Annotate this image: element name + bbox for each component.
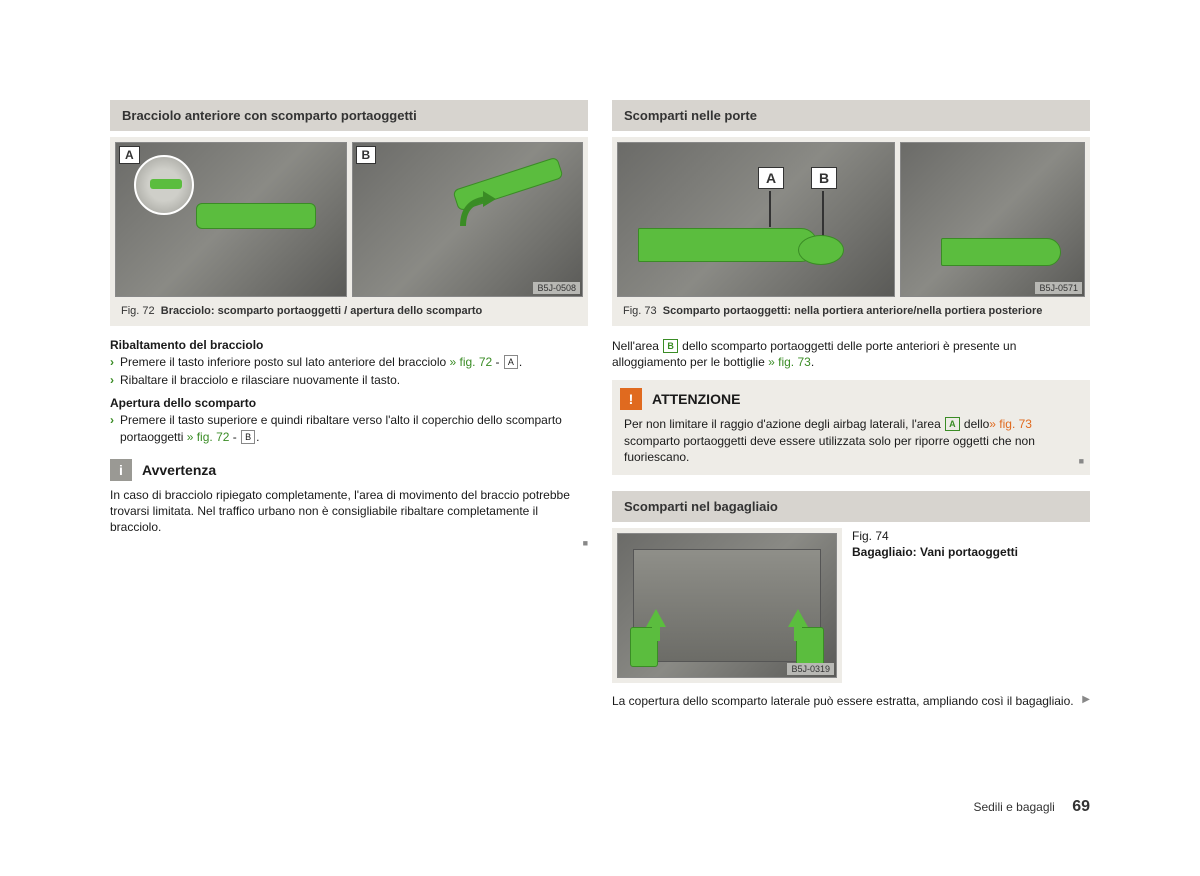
procedure1-step1-text: Premere il tasto inferiore posto sul lat… bbox=[120, 354, 522, 370]
section-title-trunk: Scomparti nel bagagliaio bbox=[612, 491, 1090, 522]
chevron-icon: › bbox=[110, 412, 114, 428]
warning-header: ! ATTENZIONE bbox=[612, 380, 1090, 416]
procedure1-step2: › Ribaltare il bracciolo e rilasciare nu… bbox=[110, 372, 588, 388]
rear-door-pocket-highlight-icon bbox=[941, 238, 1061, 266]
figure-72a-image: A bbox=[115, 142, 347, 297]
procedure1-step2-text: Ribaltare il bracciolo e rilasciare nuov… bbox=[120, 372, 400, 388]
continue-marker-icon: ▶ bbox=[1082, 693, 1090, 707]
section-title-doors: Scomparti nelle porte bbox=[612, 100, 1090, 131]
door-pocket-a-highlight-icon bbox=[638, 228, 818, 262]
procedure2-heading: Apertura dello scomparto bbox=[110, 396, 588, 410]
figure-72a-label: A bbox=[119, 146, 140, 164]
letter-a-box: A bbox=[504, 355, 518, 369]
figure-72-caption: Fig. 72 Bracciolo: scomparto portaoggett… bbox=[115, 297, 583, 321]
detail-circle-icon bbox=[134, 155, 194, 215]
right-column: Scomparti nelle porte A B B5J-0571 Fig. … bbox=[612, 100, 1090, 713]
figure-72b-image: B B5J-0508 bbox=[352, 142, 584, 297]
notice-body: In caso di bracciolo ripiegato completam… bbox=[110, 487, 588, 536]
figure-72-caption-text: Bracciolo: scomparto portaoggetti / aper… bbox=[161, 305, 483, 317]
fig73-ref-orange[interactable]: » fig. 73 bbox=[989, 417, 1032, 431]
end-marker-icon: ■ bbox=[1079, 455, 1084, 467]
figure-74-image: B5J-0319 bbox=[617, 533, 837, 678]
figure-72-code: B5J-0508 bbox=[533, 282, 580, 294]
figure-72-box: A B B5J-0508 Fig. 72 bbox=[110, 137, 588, 326]
fig72-ref-2[interactable]: » fig. 72 bbox=[187, 430, 230, 444]
left-column: Bracciolo anteriore con scomparto portao… bbox=[110, 100, 588, 713]
figure-73-code: B5J-0571 bbox=[1035, 282, 1082, 294]
notice-header: i Avvertenza bbox=[110, 459, 588, 481]
figure-73a-image: A B bbox=[617, 142, 895, 297]
page-content: Bracciolo anteriore con scomparto portao… bbox=[0, 0, 1200, 713]
doors-intro-text: Nell'area B dello scomparto portaoggetti… bbox=[612, 338, 1090, 370]
footer-chapter: Sedili e bagagli bbox=[973, 800, 1054, 814]
notice-title: Avvertenza bbox=[142, 462, 216, 478]
section-title-armrest: Bracciolo anteriore con scomparto portao… bbox=[110, 100, 588, 131]
figure-73-caption: Fig. 73 Scomparto portaoggetti: nella po… bbox=[617, 297, 1085, 321]
curved-arrow-icon bbox=[458, 191, 498, 231]
end-marker-icon: ■ bbox=[583, 537, 588, 549]
procedure1-step1: › Premere il tasto inferiore posto sul l… bbox=[110, 354, 588, 370]
fig72-ref[interactable]: » fig. 72 bbox=[450, 355, 493, 369]
procedure2-step1: › Premere il tasto superiore e quindi ri… bbox=[110, 412, 588, 444]
figure-73-caption-text: Scomparto portaoggetti: nella portiera a… bbox=[663, 305, 1043, 317]
warning-icon: ! bbox=[620, 388, 642, 410]
chevron-icon: › bbox=[110, 372, 114, 388]
figure-74-caption-text: Bagagliaio: Vani portaoggetti bbox=[852, 545, 1018, 559]
figure-72-number: Fig. 72 bbox=[121, 305, 155, 317]
figure-74-caption: Fig. 74 Bagagliaio: Vani portaoggetti bbox=[852, 528, 1018, 560]
door-pocket-b-highlight-icon bbox=[798, 235, 844, 265]
figure-73-number: Fig. 73 bbox=[623, 305, 657, 317]
footer-page-number: 69 bbox=[1072, 798, 1090, 815]
figure-74-number: Fig. 74 bbox=[852, 529, 889, 543]
chevron-icon: › bbox=[110, 354, 114, 370]
arrow-up-right-icon bbox=[788, 609, 808, 627]
figure-74-row: B5J-0319 Fig. 74 Bagagliaio: Vani portao… bbox=[612, 528, 1090, 683]
warning-title: ATTENZIONE bbox=[652, 391, 740, 407]
trunk-interior-icon bbox=[633, 549, 821, 662]
procedure2-step1-text: Premere il tasto superiore e quindi riba… bbox=[120, 412, 588, 444]
armrest-highlight-icon bbox=[196, 203, 316, 229]
letter-b-green-box: B bbox=[663, 339, 678, 353]
figure-74-code: B5J-0319 bbox=[787, 663, 834, 675]
figure-73-box: A B B5J-0571 Fig. 73 Scomparto portaogge… bbox=[612, 137, 1090, 326]
page-footer: Sedili e bagagli 69 bbox=[973, 798, 1090, 816]
figure-72b-label: B bbox=[356, 146, 377, 164]
figure-73-label-b: B bbox=[811, 167, 837, 189]
figure-73-label-a: A bbox=[758, 167, 784, 189]
warning-box: ! ATTENZIONE Per non limitare il raggio … bbox=[612, 380, 1090, 475]
fig73-ref[interactable]: » fig. 73 bbox=[768, 355, 811, 369]
arrow-up-left-icon bbox=[646, 609, 666, 627]
callout-line-icon bbox=[822, 191, 824, 241]
trunk-body-text: La copertura dello scomparto laterale pu… bbox=[612, 693, 1090, 709]
warning-body: Per non limitare il raggio d'azione degl… bbox=[612, 416, 1090, 465]
letter-b-box: B bbox=[241, 430, 255, 444]
procedure1-heading: Ribaltamento del bracciolo bbox=[110, 338, 588, 352]
callout-line-icon bbox=[769, 191, 771, 227]
letter-a-green-box: A bbox=[945, 417, 960, 431]
info-icon: i bbox=[110, 459, 132, 481]
figure-73b-image: B5J-0571 bbox=[900, 142, 1085, 297]
